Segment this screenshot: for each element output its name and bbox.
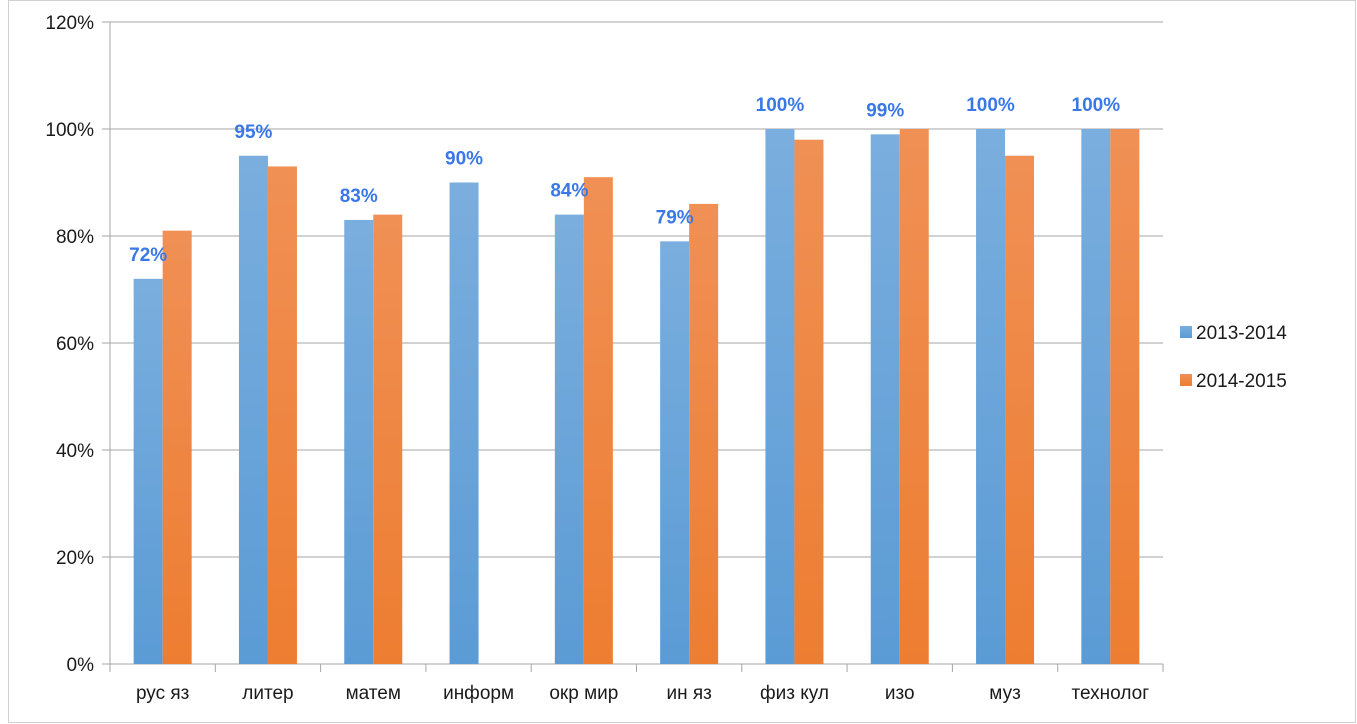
- x-tick-label: матем: [346, 683, 401, 704]
- bar-series-2: [1005, 155, 1035, 664]
- chart-border: [8, 0, 1356, 723]
- data-label: 79%: [656, 207, 694, 228]
- bar-series-1: [344, 219, 374, 664]
- y-tick-label: 80%: [56, 227, 94, 248]
- bar-series-2: [794, 139, 824, 664]
- bar-series-2: [689, 203, 719, 664]
- bar-series-1: [1081, 129, 1111, 664]
- x-tick-label: окр мир: [549, 683, 618, 704]
- data-label: 100%: [966, 95, 1015, 116]
- bar-series-2: [583, 177, 613, 664]
- legend-label: 2013-2014: [1196, 323, 1287, 344]
- data-label: 72%: [129, 245, 167, 266]
- x-tick-label: муз: [989, 683, 1021, 704]
- bar-series-1: [976, 129, 1006, 664]
- bar-series-1: [870, 134, 900, 665]
- data-label: 84%: [550, 181, 588, 202]
- data-label: 83%: [340, 186, 378, 207]
- bar-series-2: [1110, 129, 1140, 664]
- bar-series-1: [133, 278, 163, 664]
- x-tick-label: информ: [443, 683, 514, 704]
- legend-swatch: [1180, 326, 1192, 338]
- legend-label: 2014-2015: [1196, 371, 1287, 392]
- bar-series-1: [449, 182, 479, 664]
- x-tick-label: физ кул: [760, 683, 829, 704]
- bar-series-2: [162, 230, 192, 664]
- bars: [133, 129, 1140, 665]
- data-label: 95%: [234, 122, 272, 143]
- x-tick-label: технолог: [1072, 683, 1150, 704]
- data-label: 100%: [756, 95, 805, 116]
- x-tick-label: литер: [242, 683, 293, 704]
- y-tick-label: 60%: [56, 334, 94, 355]
- y-tick-label: 120%: [45, 13, 94, 34]
- bar-series-2: [373, 214, 403, 664]
- bar-series-1: [554, 214, 584, 664]
- axes: 0% 20% 40% 60% 80% 100% 120% рус яз литер матем ин…: [45, 13, 1164, 704]
- y-tick-label: 20%: [56, 548, 94, 569]
- x-tick-label: ин яз: [666, 683, 711, 704]
- data-label: 90%: [445, 149, 483, 170]
- bar-series-1: [238, 155, 268, 664]
- y-tick-label: 100%: [45, 120, 94, 141]
- data-labels: 72% 95% 83% 90% 84% 79% 100% 99% 100% 100%: [129, 95, 1120, 266]
- data-label: 100%: [1072, 95, 1121, 116]
- bar-series-2: [267, 166, 297, 664]
- x-tick-label: рус яз: [136, 683, 189, 704]
- bar-series-1: [765, 129, 795, 664]
- bar-series-2: [899, 129, 929, 664]
- legend: 2013-2014 2014-2015: [1180, 323, 1287, 392]
- x-tick-label: изо: [885, 683, 915, 704]
- bar-series-1: [660, 241, 690, 664]
- legend-swatch: [1180, 374, 1192, 386]
- y-tick-label: 0%: [67, 655, 95, 676]
- data-label: 99%: [866, 100, 904, 121]
- y-tick-label: 40%: [56, 441, 94, 462]
